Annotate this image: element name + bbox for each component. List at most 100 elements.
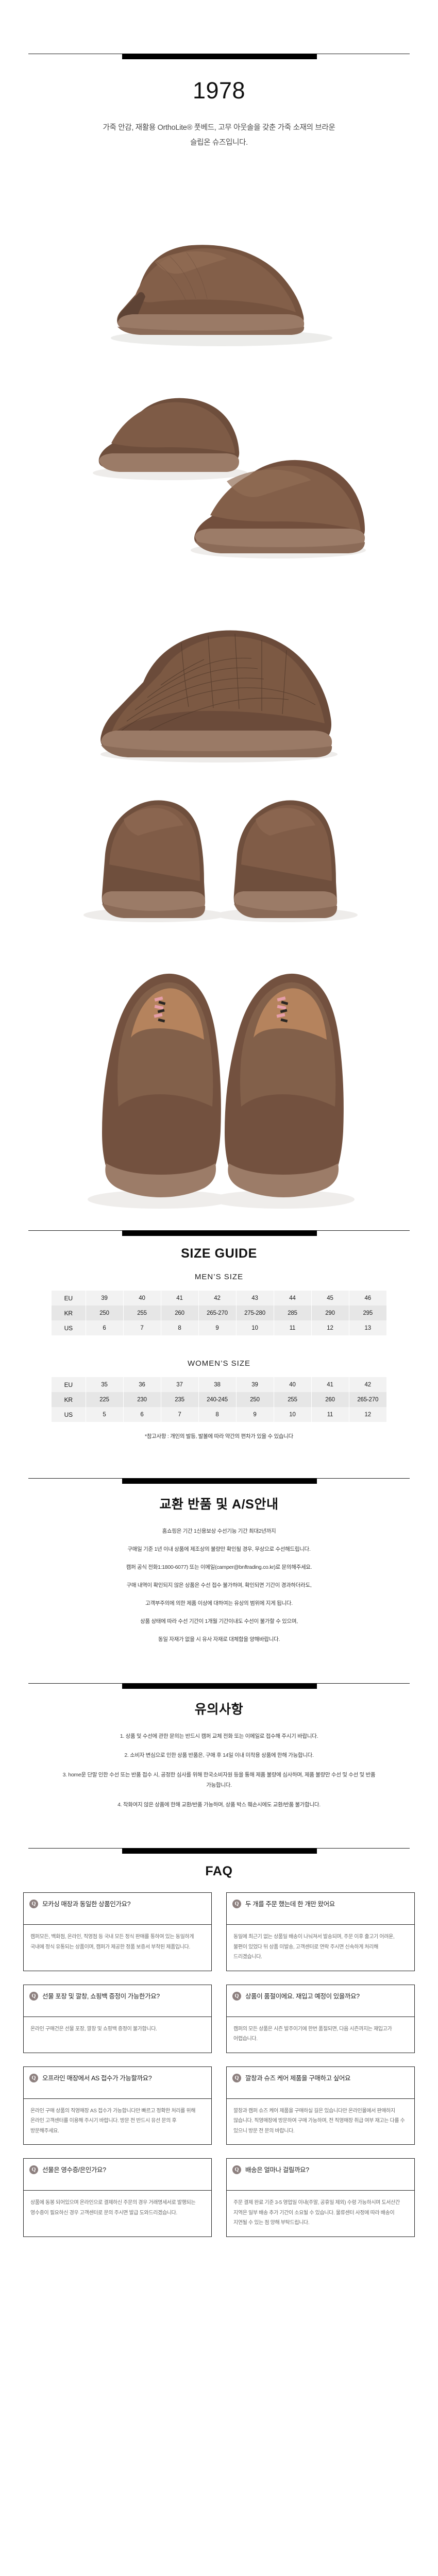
faq-question-text: 상품이 품절이에요. 재입고 예정이 있을까요? [245, 1992, 360, 2000]
faq-question-row[interactable]: Q 두 개를 주문 했는데 한 개만 왔어요 [227, 1893, 414, 1925]
notice-item: 1. 상품 및 수선에 관한 문의는 반드시 캠퍼 교체 전화 또는 이메일로 … [120, 1733, 318, 1739]
faq-black-tab [122, 1848, 317, 1854]
notice-divider [0, 1683, 438, 1689]
cell: 40 [274, 1377, 312, 1392]
faq-section: FAQ Q 모카싱 매장과 동일한 상품인가요? 캠퍼모든, 백화점, 온라인,… [0, 1848, 438, 2258]
mens-size-table: EU 39 40 41 42 43 44 45 46 KR 250 255 26… [52, 1291, 386, 1335]
row-label: US [52, 1320, 86, 1335]
exchange-paragraph: 고객부주의에 의한 제품 이상에 대하여는 유상의 범위에 지게 됩니다. [145, 1600, 293, 1606]
faq-grid: Q 모카싱 매장과 동일한 상품인가요? 캠퍼모든, 백화점, 온라인, 직영점… [23, 1892, 415, 2258]
faq-question-row[interactable]: Q 상품이 품절이에요. 재입고 예정이 있을까요? [227, 1985, 414, 2017]
cell: 265-270 [198, 1306, 237, 1320]
size-guide-black-tab [122, 1230, 317, 1236]
cell: 255 [274, 1392, 312, 1407]
cell: 44 [274, 1291, 312, 1306]
size-guide-section: SIZE GUIDE MEN’S SIZE EU 39 40 41 42 43 … [0, 1230, 438, 1440]
exchange-black-tab [122, 1478, 317, 1484]
table-row: KR 250 255 260 265-270 275-280 285 290 2… [52, 1306, 386, 1320]
size-guide-title: SIZE GUIDE [181, 1246, 257, 1261]
faq-answer-text: 온라인 구매 상품의 직영매장 AS 접수가 가능합니다만 빠르고 정확한 처리… [30, 2108, 196, 2134]
faq-answer-text: 주문 결제 완료 기준 3-5 영업일 이내(주말, 공휴일 제외) 수령 가능… [233, 2200, 400, 2226]
faq-answer-text: 상품에 동봉 되어있으며 온라인으로 결제하신 주문의 경우 거래명세서로 발행… [30, 2200, 196, 2216]
faq-question-text: 깔창과 슈즈 케어 제품을 구매하고 싶어요 [245, 2074, 351, 2082]
cell: 41 [311, 1377, 349, 1392]
question-mark-icon: Q [232, 2073, 241, 2082]
cell: 11 [311, 1407, 349, 1422]
cell: 295 [349, 1306, 386, 1320]
faq-question-row[interactable]: Q 선물 포장 및 깔창, 쇼핑백 증정이 가능한가요? [24, 1985, 211, 2017]
exchange-paragraph: 홈쇼핑은 기간 1신용보상 수선기능 기간 최대2년까지 [162, 1528, 276, 1534]
faq-card[interactable]: Q 선물은 영수증/은인가요? 상품에 동봉 되어있으며 온라인으로 결제하신 … [23, 2158, 212, 2237]
faq-question-text: 모카싱 매장과 동일한 상품인가요? [42, 1901, 131, 1908]
row-label: KR [52, 1392, 86, 1407]
faq-question-text: 선물은 영수증/은인가요? [42, 2166, 106, 2174]
notice-item: 2. 소비자 변심으로 인한 상품 반품은, 구매 후 14일 이내 미착용 상… [124, 1752, 314, 1759]
notice-section: 유의사항 1. 상품 및 수선에 관한 문의는 반드시 캠퍼 교체 전화 또는 … [0, 1683, 438, 1810]
faq-card[interactable]: Q 배송은 얼마나 걸릴까요? 주문 결제 완료 기준 3-5 영업일 이내(주… [226, 2158, 415, 2237]
table-row: US 5 6 7 8 9 10 11 12 [52, 1407, 386, 1422]
cell: 42 [349, 1377, 386, 1392]
faq-question-text: 선물 포장 및 깔창, 쇼핑백 증정이 가능한가요? [42, 1992, 160, 2000]
cell: 42 [198, 1291, 237, 1306]
question-mark-icon: Q [29, 2165, 38, 2175]
description-line-2: 슬립온 슈즈입니다. [190, 139, 248, 147]
faq-card[interactable]: Q 깔창과 슈즈 케어 제품을 구매하고 싶어요 깔창과 캠퍼 슈즈 케어 제품… [226, 2066, 415, 2145]
cell: 225 [86, 1392, 124, 1407]
faq-question-row[interactable]: Q 오프라인 매장에서 AS 접수가 가능할까요? [24, 2067, 211, 2099]
question-mark-icon: Q [29, 1900, 38, 1909]
cell: 240-245 [198, 1392, 237, 1407]
faq-card[interactable]: Q 두 개를 주문 했는데 한 개만 왔어요 동일에 최근기 없는 상품일 배송… [226, 1892, 415, 1971]
question-mark-icon: Q [29, 2073, 38, 2082]
faq-divider [0, 1848, 438, 1854]
exchange-divider [0, 1478, 438, 1484]
table-row: EU 35 36 37 38 39 40 41 42 [52, 1377, 386, 1392]
cell: 10 [274, 1407, 312, 1422]
faq-card[interactable]: Q 오프라인 매장에서 AS 접수가 가능할까요? 온라인 구매 상품의 직영매… [23, 2066, 212, 2145]
faq-question-row[interactable]: Q 선물은 영수증/은인가요? [24, 2159, 211, 2191]
cell: 46 [349, 1291, 386, 1306]
cell: 235 [161, 1392, 199, 1407]
table-row: US 6 7 8 9 10 11 12 13 [52, 1320, 386, 1335]
cell: 10 [236, 1320, 274, 1335]
product-detail-page: 1978 가죽 안감, 재활용 OrthoLite® 풋베드, 고무 아웃솔을 … [0, 54, 438, 2258]
notice-item: 3. home운 단말 인한 수선 또는 반품 접수 시, 공정한 심사를 위해… [62, 1771, 376, 1789]
faq-answer-text: 동일에 최근기 없는 상품일 배송이 나눠져서 발송되며, 주문 이후 출고기 … [233, 1934, 395, 1960]
header-black-tab [122, 54, 317, 59]
question-mark-icon: Q [29, 1991, 38, 2001]
faq-card[interactable]: Q 상품이 품절이에요. 재입고 예정이 있을까요? 캠퍼의 모든 상품은 시즌… [226, 1984, 415, 2053]
faq-answer-text: 온라인 구매건은 선물 포장, 깔창 및 쇼핑백 증정이 불가합니다. [30, 2026, 157, 2032]
cell: 250 [236, 1392, 274, 1407]
faq-question-text: 오프라인 매장에서 AS 접수가 가능할까요? [42, 2074, 152, 2082]
cell: 285 [274, 1306, 312, 1320]
cell: 6 [123, 1407, 161, 1422]
cell: 9 [236, 1407, 274, 1422]
cell: 260 [311, 1392, 349, 1407]
row-label: EU [52, 1377, 86, 1392]
exchange-paragraph: 구매 내역이 확인되지 않은 상품은 수선 접수 불가하며, 확인되면 기간이 … [126, 1582, 312, 1588]
product-photo-side-view [0, 174, 438, 380]
cell: 260 [161, 1306, 199, 1320]
faq-card[interactable]: Q 모카싱 매장과 동일한 상품인가요? 캠퍼모든, 백화점, 온라인, 직영점… [23, 1892, 212, 1971]
faq-title: FAQ [205, 1864, 233, 1879]
table-row: KR 225 230 235 240-245 250 255 260 265-2… [52, 1392, 386, 1407]
cell: 39 [86, 1291, 124, 1306]
question-mark-icon: Q [232, 2165, 241, 2175]
cell: 45 [311, 1291, 349, 1306]
cell: 255 [123, 1306, 161, 1320]
faq-question-row[interactable]: Q 배송은 얼마나 걸릴까요? [227, 2159, 414, 2191]
description-line-1: 가죽 안감, 재활용 OrthoLite® 풋베드, 고무 아웃솔을 갖춘 가죽… [103, 124, 335, 132]
faq-card[interactable]: Q 선물 포장 및 깔창, 쇼핑백 증정이 가능한가요? 온라인 구매건은 선물… [23, 1984, 212, 2053]
cell: 12 [311, 1320, 349, 1335]
womens-size-subtitle: WOMEN’S SIZE [187, 1359, 250, 1368]
faq-question-row[interactable]: Q 모카싱 매장과 동일한 상품인가요? [24, 1893, 211, 1925]
cell: 275-280 [236, 1306, 274, 1320]
cell: 12 [349, 1407, 386, 1422]
faq-question-row[interactable]: Q 깔창과 슈즈 케어 제품을 구매하고 싶어요 [227, 2067, 414, 2099]
product-description: 가죽 안감, 재활용 OrthoLite® 풋베드, 고무 아웃솔을 갖춘 가죽… [59, 121, 379, 150]
table-row: EU 39 40 41 42 43 44 45 46 [52, 1291, 386, 1306]
notice-item: 4. 착화여지 않은 상품에 한해 교환/반품 가능하며, 상품 박스 훼손시에… [117, 1801, 321, 1808]
cell: 6 [86, 1320, 124, 1335]
exchange-body: 홈쇼핑은 기간 1신용보상 수선기능 기간 최대2년까지 구매일 기준 1년 이… [64, 1526, 374, 1645]
cell: 230 [123, 1392, 161, 1407]
faq-answer-text: 깔창과 캠퍼 슈즈 케어 제품을 구매하실 길은 있습니다만 온라인몰에서 판매… [233, 2108, 405, 2134]
